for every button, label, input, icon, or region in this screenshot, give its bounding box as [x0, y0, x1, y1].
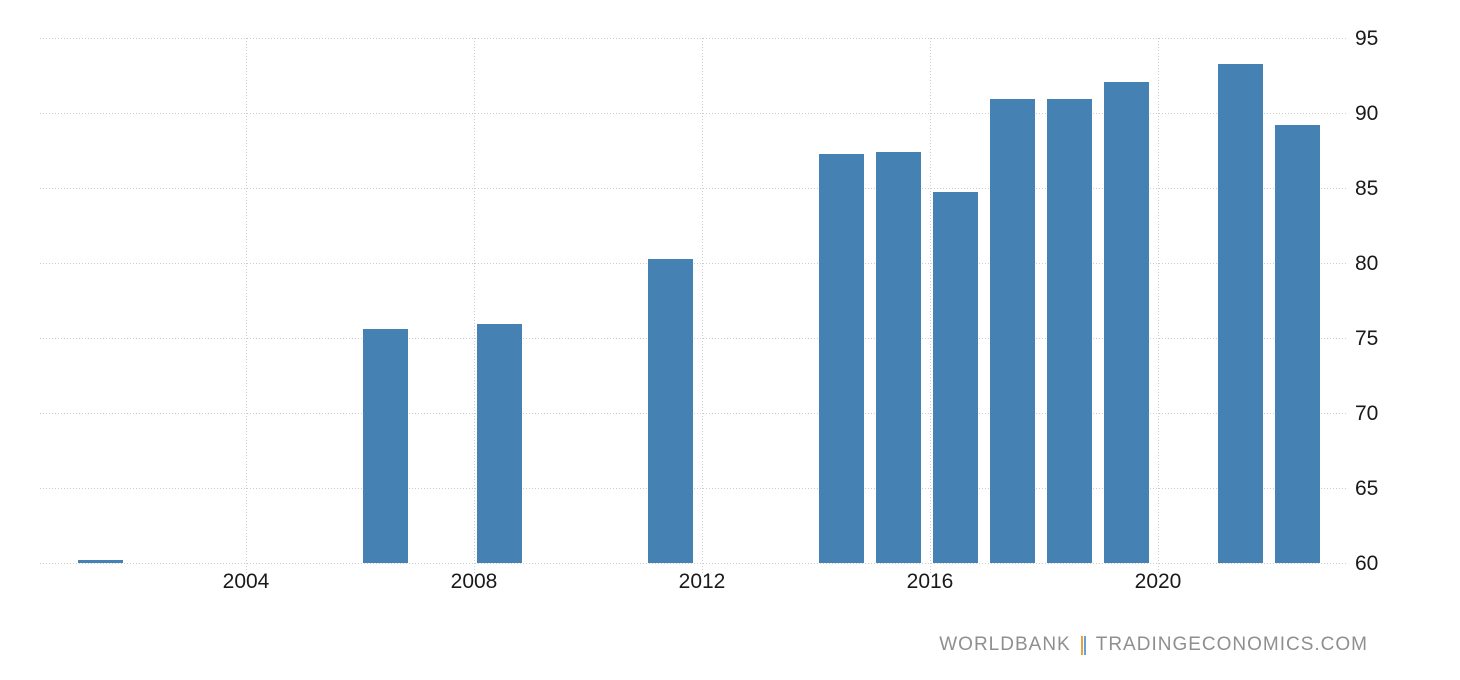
x-tick-label-2008: 2008	[450, 570, 498, 593]
y-gridline-85	[40, 188, 1348, 189]
x-tick-label-2016: 2016	[906, 570, 954, 593]
y-tick-label-90: 90	[1355, 102, 1379, 125]
y-tick-label-60: 60	[1355, 552, 1379, 575]
x-gridline-2008	[474, 38, 475, 573]
y-tick-label-65: 65	[1355, 477, 1379, 500]
bar-2021[interactable]	[1218, 64, 1263, 563]
bar-2017[interactable]	[990, 99, 1035, 563]
bar-2014[interactable]	[819, 154, 864, 563]
y-gridline-90	[40, 113, 1348, 114]
bar-2022[interactable]	[1275, 125, 1320, 563]
x-tick-label-2004: 2004	[222, 570, 270, 593]
y-tick-label-75: 75	[1355, 327, 1379, 350]
x-gridline-2020	[1158, 38, 1159, 573]
watermark: WORLDBANK TRADINGECONOMICS.COM	[939, 634, 1368, 656]
y-gridline-70	[40, 413, 1348, 414]
watermark-site-label: TRADINGECONOMICS.COM	[1095, 634, 1368, 655]
y-tick-label-85: 85	[1355, 177, 1379, 200]
bar-2011[interactable]	[648, 259, 693, 563]
x-tick-label-2012: 2012	[678, 570, 726, 593]
watermark-source-label: WORLDBANK	[939, 634, 1071, 655]
x-tick-label-2020: 2020	[1134, 570, 1182, 593]
bar-2019[interactable]	[1104, 82, 1149, 563]
x-gridline-2012	[702, 38, 703, 573]
x-gridline-2004	[246, 38, 247, 573]
bar-2018[interactable]	[1047, 99, 1092, 563]
bar-2001[interactable]	[78, 560, 123, 563]
y-gridline-65	[40, 488, 1348, 489]
y-tick-label-95: 95	[1355, 27, 1379, 50]
y-gridline-75	[40, 338, 1348, 339]
bar-2015[interactable]	[876, 152, 921, 563]
bar-2016[interactable]	[933, 192, 978, 563]
watermark-separator-icon	[1080, 635, 1086, 655]
x-gridline-2016	[930, 38, 931, 573]
y-gridline-60	[40, 563, 1348, 564]
y-gridline-80	[40, 263, 1348, 264]
y-gridline-95	[40, 38, 1348, 39]
bar-2008[interactable]	[477, 324, 522, 563]
bar-2006[interactable]	[363, 329, 408, 563]
y-tick-label-80: 80	[1355, 252, 1379, 275]
y-tick-label-70: 70	[1355, 402, 1379, 425]
